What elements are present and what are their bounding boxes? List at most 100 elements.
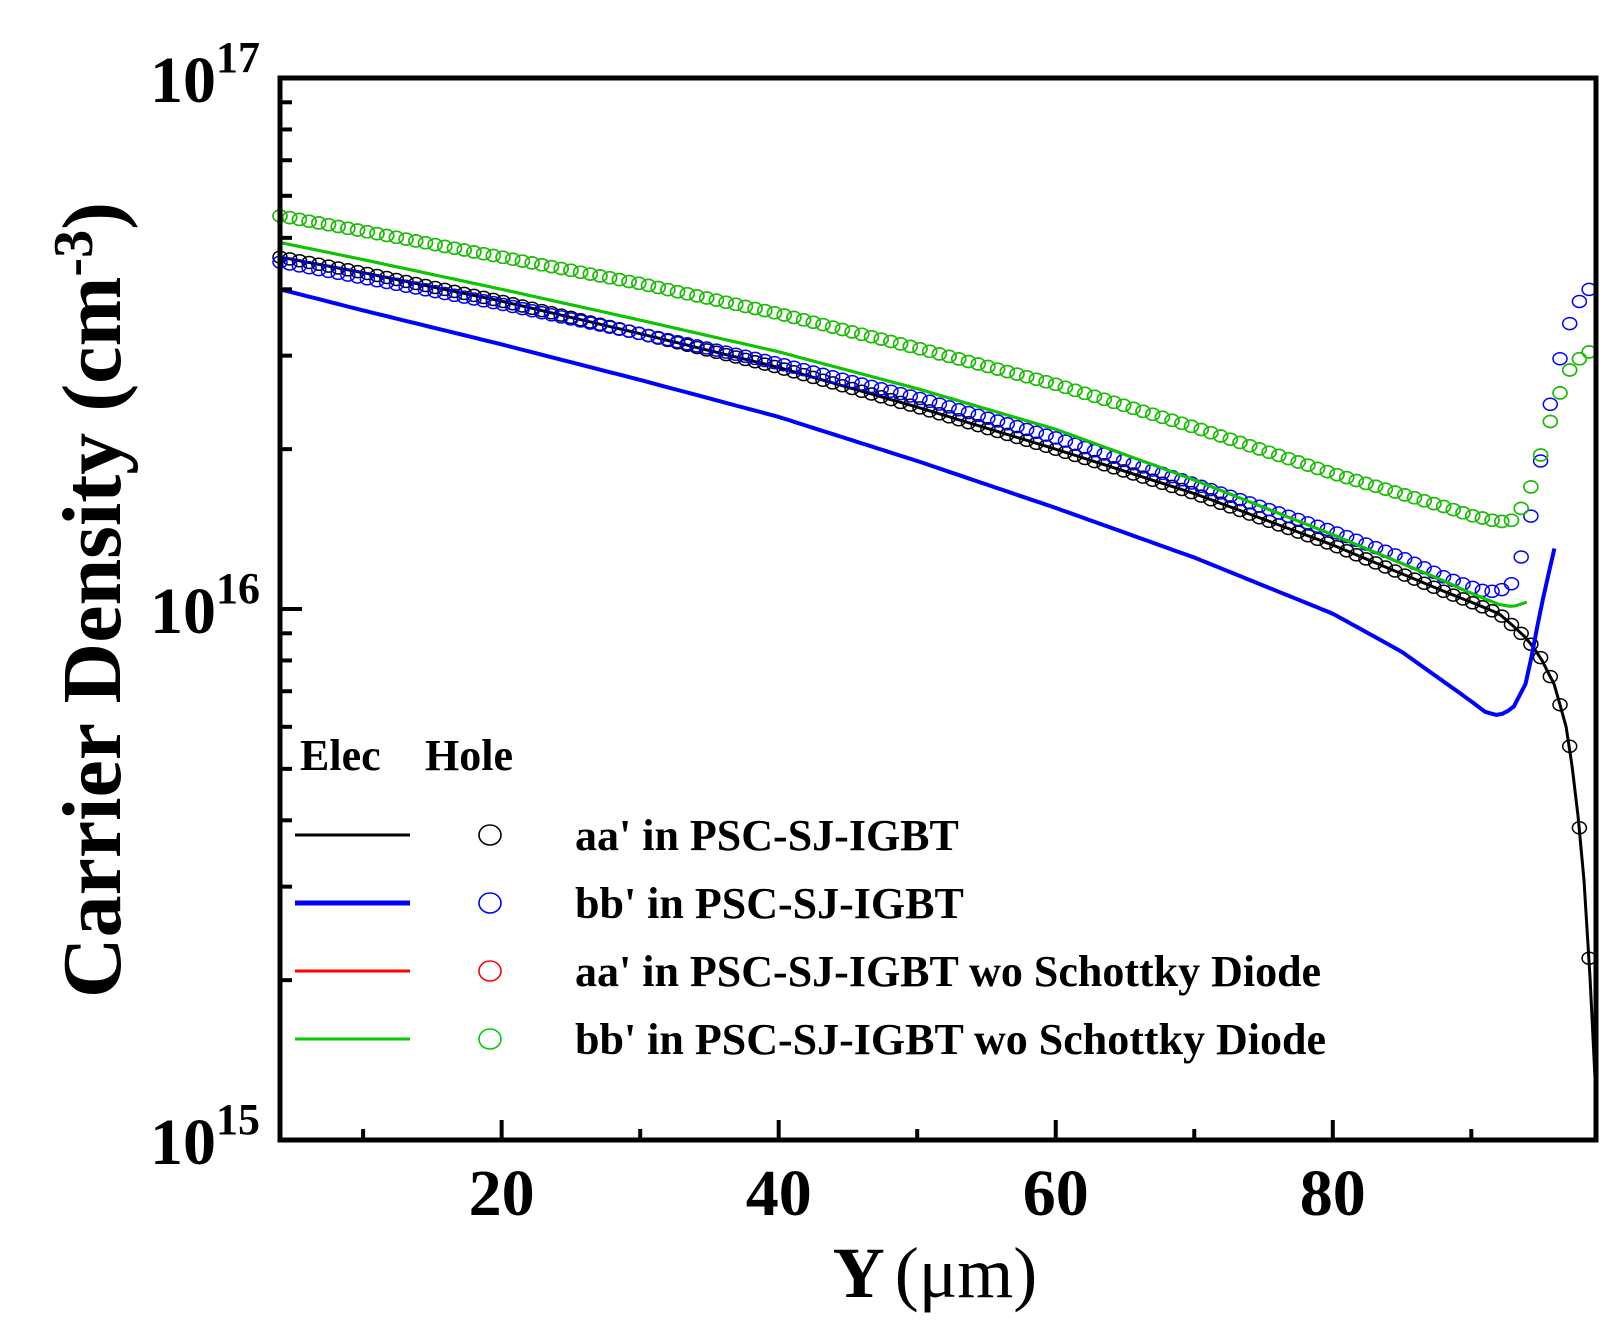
series-point	[834, 322, 851, 337]
legend-entry-label: bb' in PSC-SJ-IGBT	[575, 879, 964, 928]
series-point	[999, 417, 1016, 431]
series-point	[359, 225, 376, 239]
series-point	[844, 381, 860, 396]
series-point	[281, 257, 298, 271]
series-point	[1503, 617, 1520, 632]
series-point	[698, 291, 715, 305]
series-point	[824, 376, 841, 390]
series-point	[1028, 425, 1045, 440]
series-point	[388, 277, 405, 292]
series-point	[485, 295, 502, 310]
series-point	[1552, 697, 1568, 712]
series-point	[941, 400, 957, 414]
series-point	[728, 297, 744, 312]
series-point	[1241, 438, 1258, 453]
series-point	[1009, 430, 1025, 445]
series-point	[601, 320, 618, 334]
series-point	[369, 273, 385, 288]
series-point	[388, 272, 405, 287]
series-point	[1038, 439, 1054, 453]
series-point	[980, 421, 996, 436]
series-point	[970, 357, 986, 371]
series-point	[1038, 374, 1054, 389]
series-point	[689, 339, 705, 353]
series-point	[718, 295, 734, 309]
series-point	[1135, 470, 1151, 484]
series-point	[795, 362, 812, 377]
series-point	[408, 281, 424, 295]
series-point	[1057, 380, 1074, 395]
series-point	[1057, 445, 1074, 460]
series-point	[1154, 410, 1171, 425]
series-point	[1106, 395, 1122, 410]
series-point	[844, 374, 860, 389]
series-point	[1309, 532, 1326, 547]
series-point	[1348, 548, 1365, 562]
y-axis-title: Carrier Density (cm-3)	[43, 202, 139, 998]
series-point	[534, 258, 550, 272]
series-point	[718, 345, 734, 359]
x-axis-title: Y (μm)	[833, 1233, 1038, 1313]
series-point	[960, 354, 977, 369]
series-point	[378, 270, 395, 285]
series-point	[708, 293, 725, 307]
series-point	[320, 264, 337, 279]
series-point	[1154, 476, 1171, 491]
series-point	[1329, 467, 1345, 482]
series-point	[1455, 506, 1471, 520]
series-point	[1125, 467, 1142, 481]
series-point	[1445, 502, 1462, 517]
series-point	[1028, 372, 1045, 386]
series-point	[1464, 596, 1481, 610]
series-point	[1251, 499, 1268, 513]
series-point	[1222, 432, 1239, 446]
series-point	[698, 341, 715, 355]
series-point	[1077, 440, 1093, 455]
series-point	[660, 332, 676, 347]
series-point	[504, 252, 521, 266]
series-point	[466, 245, 482, 259]
series-point	[543, 259, 560, 274]
series-point	[892, 386, 909, 401]
series-point	[1552, 351, 1568, 366]
series-point	[766, 355, 783, 370]
series-point	[1047, 377, 1064, 392]
legend-entry-label: aa' in PSC-SJ-IGBT wo Schottky Diode	[575, 947, 1321, 996]
series-point	[1416, 493, 1432, 508]
series-point	[747, 351, 763, 366]
series-point	[786, 310, 802, 325]
series-point	[1464, 509, 1481, 523]
series-point	[611, 322, 628, 336]
series-point	[989, 414, 1006, 428]
series-point	[795, 313, 812, 327]
series-point	[475, 294, 492, 308]
series-point	[359, 266, 376, 281]
legend-header-elec: Elec	[300, 731, 381, 780]
series-point	[960, 405, 977, 420]
series-point	[999, 427, 1016, 442]
series-point	[1077, 451, 1093, 466]
series-point	[1038, 428, 1054, 442]
series-point	[1047, 431, 1064, 445]
series-point	[1125, 401, 1142, 416]
series-point	[951, 352, 967, 366]
series-point	[1232, 435, 1248, 450]
series-point	[1406, 491, 1423, 505]
series-point	[1280, 509, 1297, 523]
series-point	[514, 301, 531, 316]
series-point	[1319, 536, 1336, 550]
series-point	[398, 232, 414, 246]
series-point	[553, 310, 569, 324]
series-point	[1494, 582, 1510, 597]
series-point	[1484, 513, 1500, 527]
series-point	[1445, 588, 1462, 602]
series-point	[485, 248, 502, 263]
series-point	[757, 353, 773, 368]
series-point	[281, 252, 298, 266]
legend-marker-swatch	[478, 960, 502, 982]
series-point	[747, 301, 763, 316]
series-point	[1135, 404, 1151, 419]
series-point	[1435, 584, 1452, 599]
series-point	[378, 228, 395, 243]
